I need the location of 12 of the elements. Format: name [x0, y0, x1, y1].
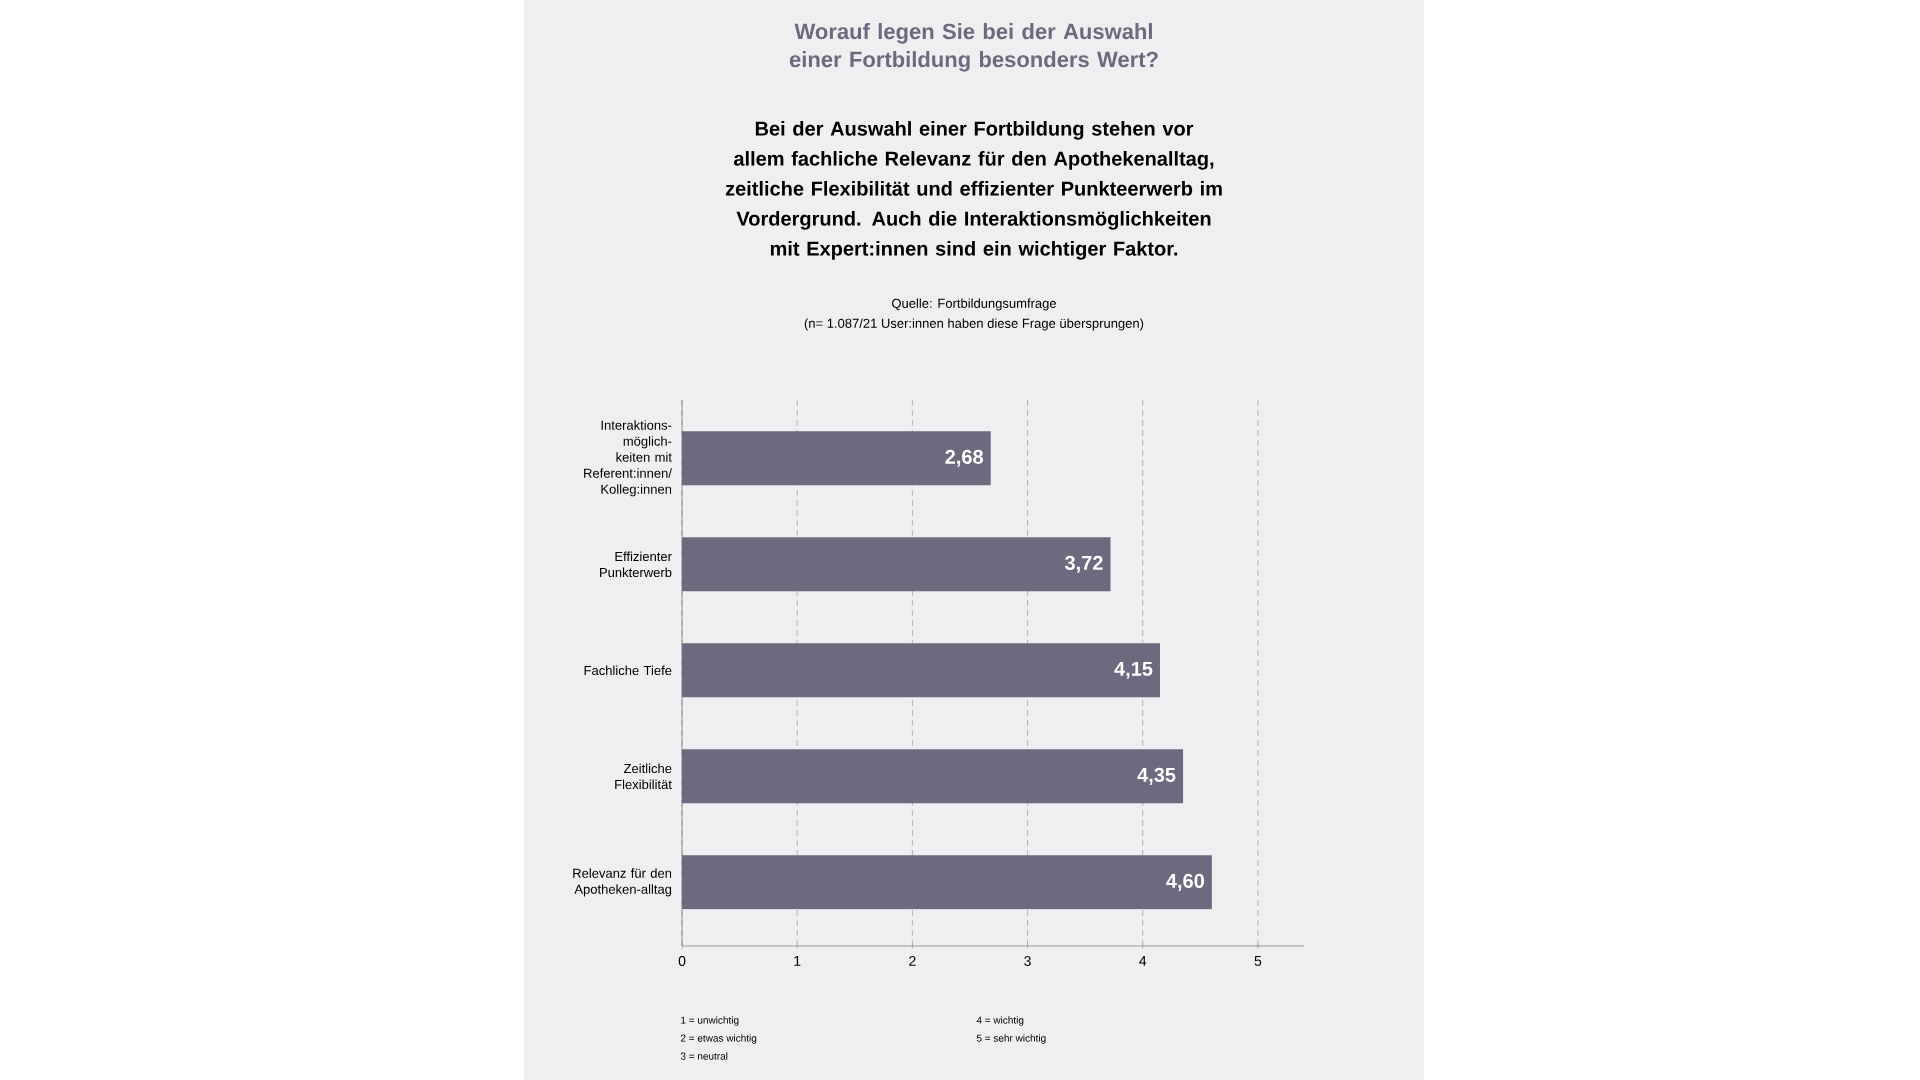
chart-title: Worauf legen Sie bei der Auswahl einer Fortbildung besonders Wert?	[789, 23, 1158, 72]
data-label: 4,15	[1114, 661, 1153, 679]
bar	[682, 431, 991, 486]
data-label: 4,35	[1137, 767, 1176, 785]
data-label: 3,72	[1064, 555, 1103, 573]
data-label: 2,68	[945, 449, 984, 467]
data-label: 4,60	[1166, 873, 1204, 891]
bar	[682, 749, 1184, 804]
bar	[682, 643, 1161, 698]
bar	[682, 855, 1212, 910]
bar	[682, 537, 1111, 592]
chart-subtitle: Bei der Auswahl einer Fortbildung stehen vor allem fachliche Relevanz für den Apothekenalltag, zeitliche Flexibilität und effizienter Punkteerwerb im Vordergrund. Auch die Interaktionsmöglichkeiten mit Expert:innen sind ein wichtiger Faktor.	[725, 121, 1222, 260]
